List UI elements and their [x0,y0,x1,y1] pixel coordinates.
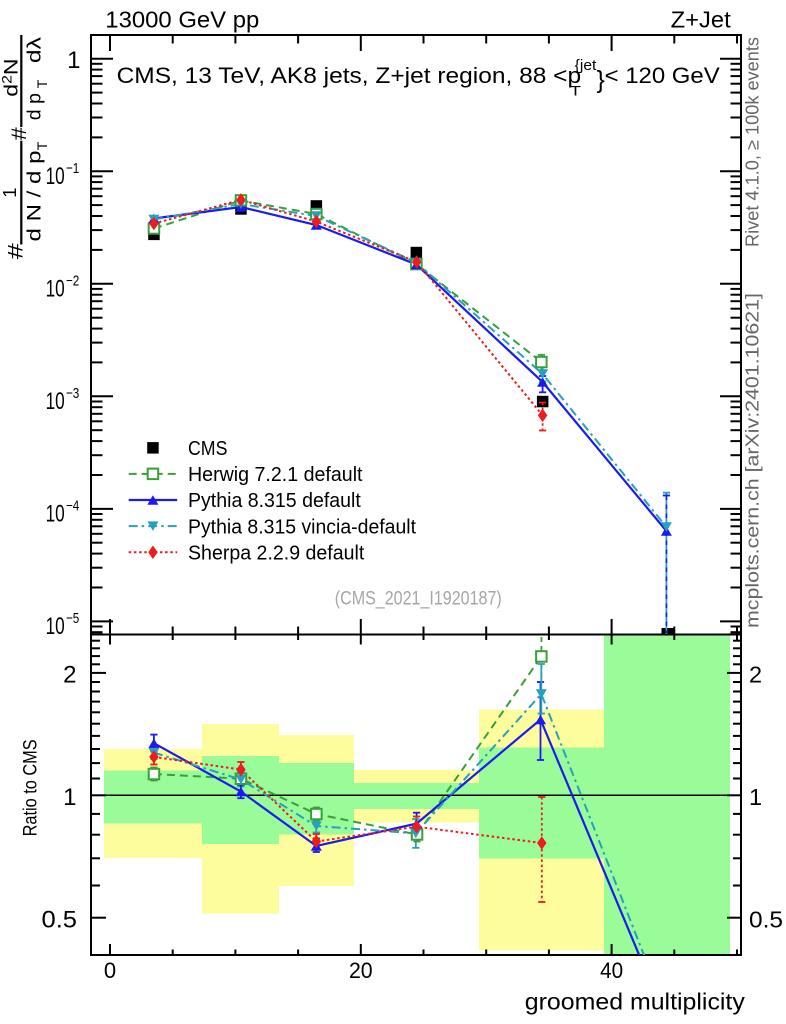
svg-text:mcplots.cern.ch [arXiv:2401.10: mcplots.cern.ch [arXiv:2401.10621] [743,293,763,628]
svg-text:0: 0 [104,958,116,983]
svg-text:1: 1 [67,47,80,74]
svg-text:Rivet 4.1.0, ≥ 100k events: Rivet 4.1.0, ≥ 100k events [743,37,763,247]
svg-text:13000 GeV pp: 13000 GeV pp [105,7,259,33]
svg-text:T: T [34,141,50,150]
svg-text:T: T [570,83,582,99]
svg-text:d N / d p: d N / d p [24,150,46,241]
svg-text:Ratio to CMS: Ratio to CMS [21,739,42,836]
svg-text:d p: d p [24,93,46,120]
svg-text:T: T [34,79,50,88]
svg-text:−5: −5 [66,610,79,627]
svg-text:#: # [5,243,28,259]
svg-text:10: 10 [46,613,65,640]
svg-text:10: 10 [46,501,65,528]
svg-text:d2N: d2N [0,58,23,96]
svg-text:−2: −2 [66,272,79,289]
svg-text:< 120 GeV: < 120 GeV [605,63,720,88]
svg-text:1: 1 [749,784,762,810]
svg-text:−4: −4 [66,497,79,514]
svg-text:1: 1 [63,784,76,811]
svg-text:dλ: dλ [24,37,46,63]
svg-text:10: 10 [46,388,65,415]
svg-text:Herwig 7.2.1 default: Herwig 7.2.1 default [188,463,363,486]
svg-text:20: 20 [349,958,373,983]
svg-text:0.5: 0.5 [749,906,783,932]
svg-text:−3: −3 [66,385,79,402]
svg-text:}: } [597,66,605,94]
svg-text:{jet: {jet [575,58,597,74]
svg-text:−1: −1 [66,160,79,177]
svg-text:Pythia 8.315 default: Pythia 8.315 default [188,489,361,512]
svg-text:groomed multiplicity: groomed multiplicity [525,989,746,1015]
svg-text:40: 40 [600,958,623,983]
svg-text:10: 10 [46,275,65,302]
svg-text:0.5: 0.5 [42,906,78,933]
svg-text:Z+Jet: Z+Jet [671,7,732,33]
svg-text:Sherpa 2.2.9 default: Sherpa 2.2.9 default [188,541,365,564]
svg-text:Pythia 8.315 vincia-default: Pythia 8.315 vincia-default [188,515,416,538]
svg-text:CMS: CMS [188,437,227,460]
svg-text:CMS, 13 TeV, AK8 jets, Z+jet r: CMS, 13 TeV, AK8 jets, Z+jet region, 88 … [117,63,582,88]
svg-text:(CMS_2021_I1920187): (CMS_2021_I1920187) [335,589,502,610]
svg-text:1: 1 [0,188,20,198]
svg-text:10: 10 [46,163,65,190]
svg-text:2: 2 [749,662,762,688]
svg-text:2: 2 [63,662,76,689]
svg-text:#: # [8,127,31,140]
